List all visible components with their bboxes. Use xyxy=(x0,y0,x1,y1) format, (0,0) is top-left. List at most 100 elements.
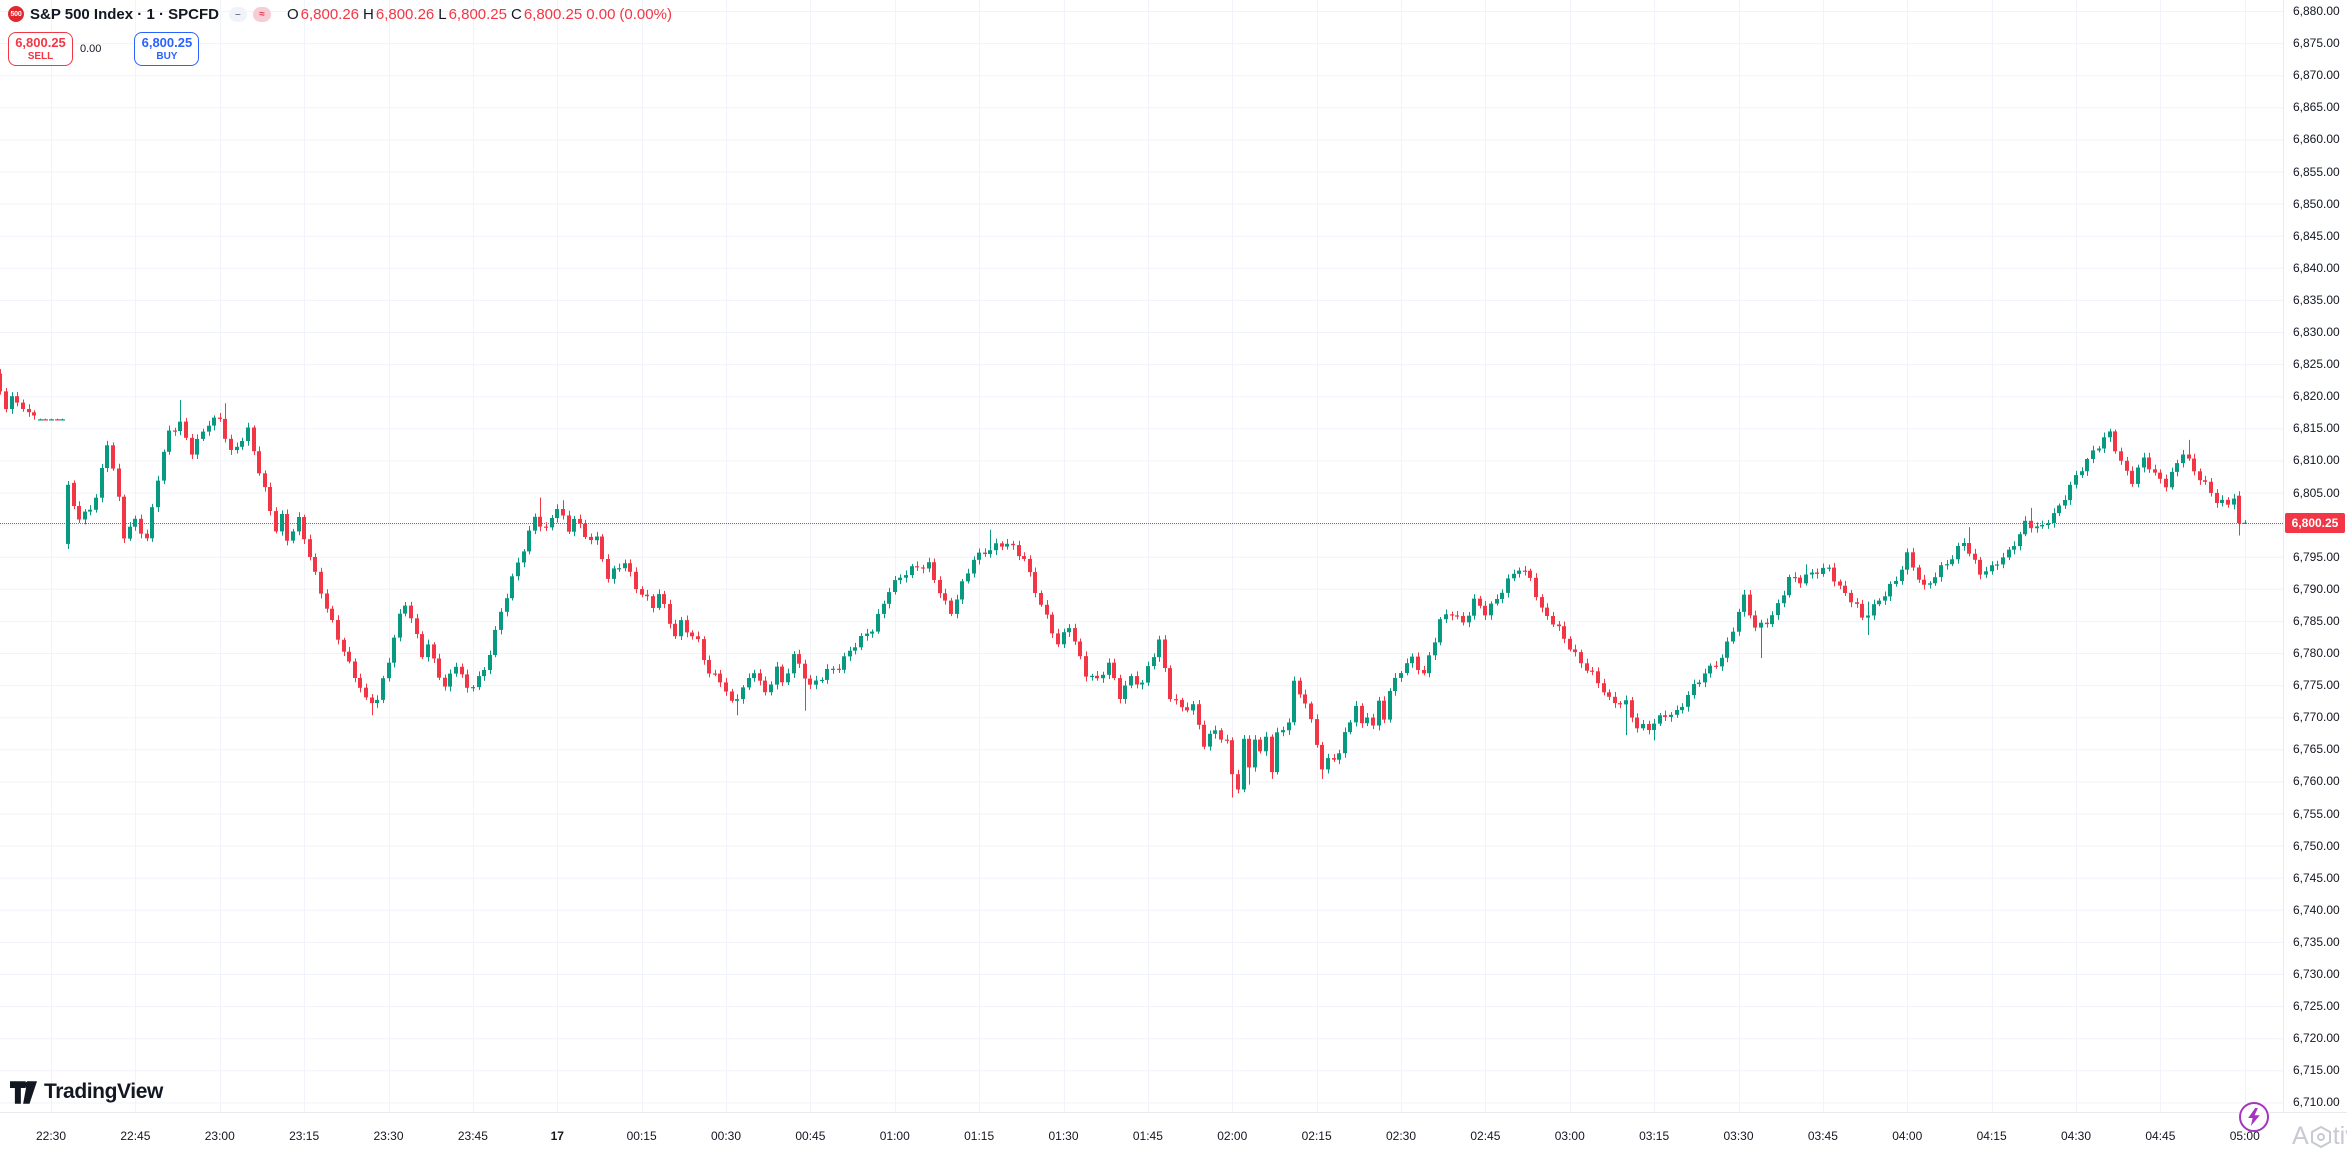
price-tick-label: 6,745.00 xyxy=(2293,870,2340,885)
price-tick-label: 6,810.00 xyxy=(2293,453,2340,468)
candle xyxy=(1917,567,1921,580)
candle xyxy=(645,594,649,597)
candle xyxy=(1866,615,1870,618)
candle xyxy=(313,557,317,572)
candle xyxy=(1348,722,1352,733)
price-tick-label: 6,850.00 xyxy=(2293,196,2340,211)
time-tick-label: 04:45 xyxy=(2145,1129,2176,1143)
candle xyxy=(882,603,886,614)
price-tick-label: 6,780.00 xyxy=(2293,646,2340,660)
sell-label: SELL xyxy=(27,50,54,62)
approx-pill-icon[interactable]: ≈ xyxy=(252,6,271,22)
candle xyxy=(1697,682,1701,685)
candle xyxy=(1725,641,1729,658)
candle xyxy=(2018,534,2022,547)
candle xyxy=(1945,564,1949,566)
candle xyxy=(274,511,278,532)
candle xyxy=(1512,573,1516,579)
candle xyxy=(1208,733,1212,747)
candle xyxy=(1557,624,1561,627)
price-tick-label: 6,730.00 xyxy=(2293,967,2340,981)
candle xyxy=(2052,513,2056,523)
sell-button[interactable]: 6,800.25 SELL xyxy=(8,32,73,66)
candle xyxy=(370,697,374,704)
minus-pill-icon[interactable]: – xyxy=(228,6,247,22)
candle xyxy=(1759,622,1763,628)
candle xyxy=(285,514,289,541)
time-tick-label: 01:30 xyxy=(1048,1129,1079,1143)
candle xyxy=(1967,543,1971,554)
buy-button[interactable]: 6,800.25 BUY xyxy=(134,32,200,66)
candle xyxy=(1928,583,1932,585)
candle xyxy=(1978,559,1982,575)
price-axis[interactable]: 6,880.00 6,875.00 6,870.00 6,865.00 6,860.00… xyxy=(2283,0,2347,1112)
candle xyxy=(628,563,632,572)
candle xyxy=(178,421,182,431)
candle xyxy=(1146,666,1150,683)
candle xyxy=(263,473,267,488)
candle xyxy=(257,451,261,474)
candle xyxy=(1573,649,1577,653)
candle xyxy=(1270,736,1274,773)
candle xyxy=(1213,730,1217,734)
candle xyxy=(2164,478,2168,488)
candle xyxy=(640,589,644,595)
candle xyxy=(212,417,216,426)
chart-canvas[interactable] xyxy=(0,0,2283,1112)
candle xyxy=(2181,454,2185,464)
price-tick-label: 6,875.00 xyxy=(2293,36,2340,51)
candle xyxy=(15,396,19,403)
candle xyxy=(741,687,745,700)
candle xyxy=(38,419,43,421)
candle xyxy=(448,673,452,687)
candle xyxy=(1618,703,1622,705)
candle xyxy=(943,593,947,601)
candle xyxy=(1202,724,1206,747)
candle xyxy=(1765,622,1769,625)
candle xyxy=(27,409,31,413)
time-axis[interactable]: 22:30 22:45 23:00 23:15 23:30 23:45 17 00:15 00:… xyxy=(0,1112,2347,1157)
time-tick-label: 02:45 xyxy=(1470,1129,1501,1143)
candle xyxy=(432,644,436,659)
candle xyxy=(921,567,925,569)
tradingview-logo[interactable]: TradingView xyxy=(10,1080,163,1104)
sell-price: 6,800.25 xyxy=(15,34,66,50)
price-tick-label: 6,775.00 xyxy=(2293,678,2340,693)
candle xyxy=(1973,553,1977,560)
candle xyxy=(876,613,880,632)
candle xyxy=(780,666,784,683)
candle xyxy=(808,678,812,685)
candle xyxy=(2113,431,2117,452)
candle xyxy=(1354,705,1358,723)
candle xyxy=(1062,632,1066,645)
candle xyxy=(1607,692,1611,697)
candle xyxy=(1950,559,1954,565)
candle xyxy=(1382,700,1386,720)
candle xyxy=(1500,592,1504,599)
candle xyxy=(949,600,953,614)
candle xyxy=(572,518,576,532)
lightning-button[interactable] xyxy=(2239,1102,2269,1132)
candle xyxy=(1506,578,1510,593)
candle xyxy=(1275,732,1279,773)
symbol-title[interactable]: S&P 500 Index · 1 · SPCFD xyxy=(30,5,219,23)
candle xyxy=(752,673,756,679)
open-label: O xyxy=(286,5,299,23)
candle xyxy=(2209,481,2213,493)
candle xyxy=(1663,715,1667,717)
candle xyxy=(1737,611,1741,632)
price-tick-label: 6,790.00 xyxy=(2293,581,2340,596)
candle xyxy=(139,518,143,534)
candle xyxy=(1410,656,1414,664)
candle xyxy=(831,668,835,670)
candle xyxy=(83,511,87,520)
candle xyxy=(184,421,188,438)
price-tick-label: 6,835.00 xyxy=(2293,292,2340,307)
candle xyxy=(336,620,340,640)
candle xyxy=(1855,602,1859,604)
candle xyxy=(392,637,396,663)
candle xyxy=(297,517,301,532)
candle xyxy=(2029,520,2033,529)
price-tick-label: 6,845.00 xyxy=(2293,228,2340,243)
